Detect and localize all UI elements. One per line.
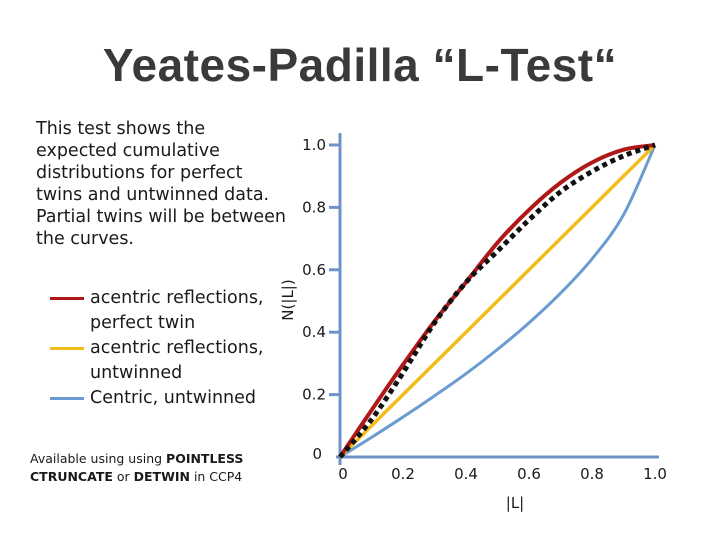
legend-swatch-acentric-untwinned <box>50 347 84 350</box>
series-acentric-untwinned-line <box>338 143 657 459</box>
footer-text-2: or <box>112 469 134 484</box>
footer-note: Available using using POINTLESS CTRUNCATE… <box>30 450 290 486</box>
x-tick-label: 1.0 <box>643 465 667 483</box>
y-axis-label: N(|L|) <box>279 279 297 320</box>
chart-axes <box>329 133 659 465</box>
x-tick-label: 0 <box>338 465 348 483</box>
legend-label-acentric-twin: acentric reflections, perfect twin <box>90 288 264 333</box>
chart-series <box>338 142 657 459</box>
legend-item-centric-untwinned: Centric, untwinned <box>50 386 290 411</box>
page-title: Yeates-Padilla “L-Test“ <box>102 39 618 91</box>
y-tick-label: 0 <box>312 445 322 463</box>
chart-tick-labels: 0 0.2 0.4 0.6 0.8 1.0 0 0.2 0.4 0.6 0.8 1.0 <box>302 136 667 483</box>
legend-item-acentric-twin: acentric reflections, perfect twin <box>50 286 290 336</box>
series-centric-untwinned-line <box>339 144 657 459</box>
x-tick-label: 0.2 <box>391 465 415 483</box>
legend-swatch-centric-untwinned <box>50 397 84 400</box>
footer-detwin: DETWIN <box>133 469 190 484</box>
legend-item-acentric-untwinned: acentric reflections, untwinned <box>50 336 290 386</box>
y-tick-label: 0.2 <box>302 386 326 404</box>
x-tick-label: 0.4 <box>454 465 478 483</box>
legend-swatch-acentric-twin <box>50 297 84 300</box>
y-tick-label: 0.6 <box>302 261 326 279</box>
description-text: This test shows the expected cumulative … <box>36 119 286 249</box>
series-acentric-twin-line <box>338 143 656 459</box>
y-tick-label: 1.0 <box>302 136 326 154</box>
footer-ctruncate: CTRUNCATE <box>30 469 113 484</box>
x-tick-label: 0.6 <box>517 465 541 483</box>
y-tick-label: 0.8 <box>302 198 326 216</box>
footer-text-3: in CCP4 <box>189 469 243 484</box>
footer-text-1: Available using using <box>30 451 167 466</box>
y-tick-label: 0.4 <box>302 323 326 341</box>
x-tick-label: 0.8 <box>580 465 604 483</box>
legend-label-centric-untwinned: Centric, untwinned <box>90 388 257 408</box>
footer-pointless: POINTLESS <box>166 451 244 466</box>
chart-legend: acentric reflections, perfect twin acent… <box>50 286 290 411</box>
legend-label-acentric-untwinned: acentric reflections, untwinned <box>90 338 264 383</box>
x-axis-label: |L| <box>506 494 524 512</box>
